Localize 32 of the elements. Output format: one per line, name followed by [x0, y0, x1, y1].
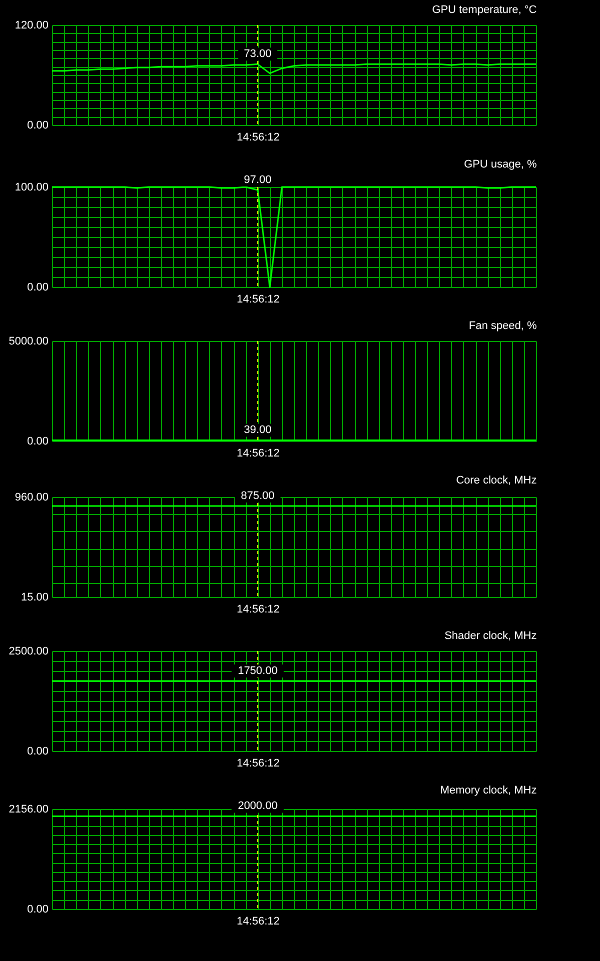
data-label: 39.00 [244, 424, 272, 436]
y-tick-label: 120.00 [14, 20, 48, 32]
y-tick-label: 0.00 [27, 746, 48, 758]
x-tick-label: 14:56:12 [236, 132, 280, 144]
x-tick-label: 14:56:12 [236, 758, 280, 770]
y-tick-label: 960.00 [14, 492, 48, 504]
y-tick-label: 2156.00 [8, 804, 48, 816]
data-label: 73.00 [244, 48, 272, 60]
y-tick-label: 0.00 [27, 120, 48, 132]
y-tick-label: 100.00 [14, 182, 48, 194]
chart-title: Fan speed, % [468, 320, 537, 332]
data-label: 97.00 [244, 174, 272, 186]
x-tick-label: 14:56:12 [236, 294, 280, 306]
y-tick-label: 15.00 [20, 592, 48, 604]
chart-title: GPU temperature, °C [432, 4, 537, 16]
x-tick-label: 14:56:12 [236, 916, 280, 928]
x-tick-label: 14:56:12 [236, 448, 280, 460]
chart-title: GPU usage, % [464, 158, 537, 170]
chart-title: Core clock, MHz [456, 474, 537, 486]
data-label: 1750.00 [238, 665, 278, 677]
chart-title: Memory clock, MHz [440, 784, 537, 797]
data-label: 875.00 [240, 490, 275, 502]
y-tick-label: 0.00 [27, 282, 48, 294]
y-tick-label: 0.00 [27, 436, 48, 448]
x-tick-label: 14:56:12 [236, 604, 280, 616]
chart-title: Shader clock, MHz [444, 630, 537, 642]
y-tick-label: 2500.00 [8, 646, 48, 658]
y-tick-label: 5000.00 [8, 336, 48, 348]
y-tick-label: 0.00 [27, 904, 48, 916]
line-series [51, 186, 537, 288]
data-label: 2000.00 [238, 800, 278, 812]
line-series [51, 63, 537, 74]
